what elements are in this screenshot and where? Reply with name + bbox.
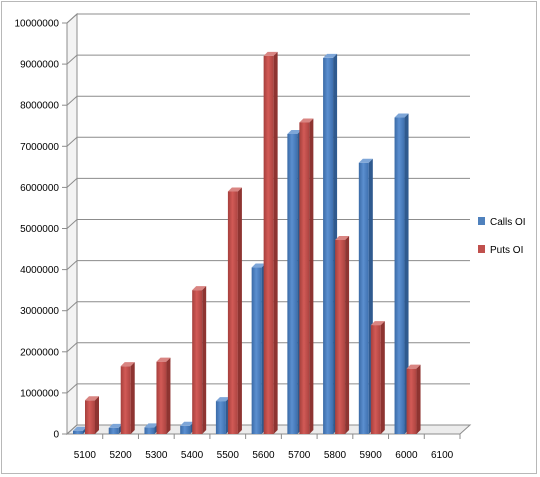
bar-calls-oi	[251, 263, 266, 434]
bar-puts-oi	[406, 364, 421, 434]
legend-item-puts-oi: Puts OI	[478, 245, 523, 256]
x-tick-label: 5100	[74, 450, 97, 461]
y-tick-label: 5000000	[20, 224, 59, 235]
gridline	[66, 13, 470, 24]
x-tick-label: 6100	[431, 450, 454, 461]
gridline	[66, 95, 470, 106]
gridline	[66, 177, 470, 188]
y-axis: 0 1000000 2000000 3000000 4000000 5000000 6000…	[15, 19, 68, 441]
x-tick-label: 5400	[181, 450, 204, 461]
x-tick-label: 5600	[252, 450, 275, 461]
bar-puts-oi	[370, 321, 385, 434]
bar-puts-oi	[192, 286, 207, 434]
y-tick-label: 10000000	[15, 19, 60, 30]
x-tick-label: 5500	[217, 450, 240, 461]
legend-label: Calls OI	[490, 217, 526, 228]
y-tick-label: 1000000	[20, 388, 59, 399]
bar-puts-oi	[227, 187, 242, 434]
bar-calls-oi	[323, 53, 338, 435]
y-tick-label: 0	[53, 430, 59, 441]
bar-puts-oi	[263, 51, 278, 434]
y-tick-label: 8000000	[20, 101, 59, 112]
y-tick-label: 7000000	[20, 142, 59, 153]
legend-label: Puts OI	[490, 245, 523, 256]
x-tick-label: 5200	[109, 450, 132, 461]
x-tick-label: 5300	[145, 450, 168, 461]
y-tick-label: 6000000	[20, 183, 59, 194]
bar-puts-oi	[85, 396, 99, 434]
gridline	[66, 136, 470, 147]
bar-puts-oi	[335, 236, 350, 434]
y-tick-label: 4000000	[20, 265, 59, 276]
y-tick-label: 3000000	[20, 306, 59, 317]
bar-calls-oi	[394, 113, 409, 434]
bar-calls-oi	[358, 158, 373, 435]
y-tick-label: 2000000	[20, 347, 59, 358]
bar-puts-oi	[299, 118, 314, 434]
legend-swatch	[478, 217, 485, 225]
legend-swatch	[478, 245, 485, 253]
x-tick-label: 5700	[288, 450, 311, 461]
gridline	[66, 54, 470, 65]
bar-calls-oi	[215, 397, 230, 434]
x-tick-label: 6000	[395, 450, 418, 461]
legend: Calls OI Puts OI	[478, 217, 526, 256]
gridline	[66, 219, 470, 229]
bar-calls-oi	[287, 129, 302, 434]
x-tick-label: 5800	[324, 450, 347, 461]
x-tick-label: 5900	[360, 450, 383, 461]
bars	[73, 51, 421, 435]
x-axis: 5100 5200 5300 5400 5500 5600 5700 5800 5900 6000…	[67, 433, 461, 461]
bar-puts-oi	[120, 362, 135, 434]
legend-item-calls-oi: Calls OI	[478, 217, 526, 228]
bar-puts-oi	[156, 357, 171, 434]
y-tick-label: 9000000	[20, 60, 59, 71]
